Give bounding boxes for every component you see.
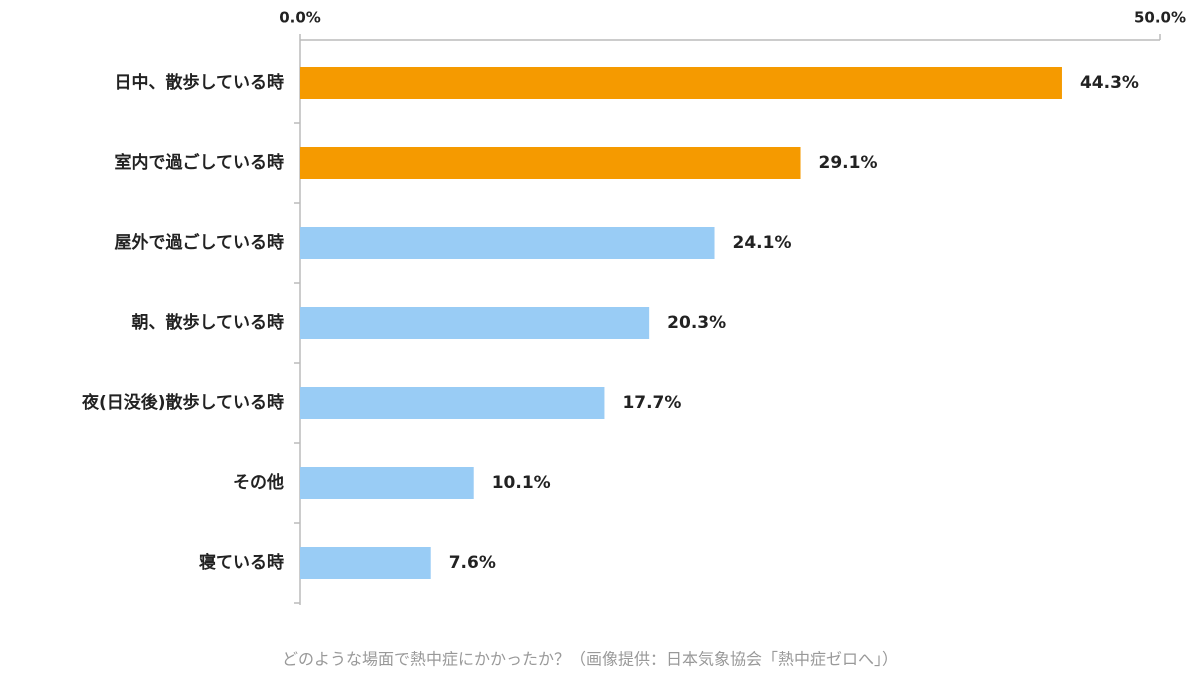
- value-label: 29.1%: [819, 153, 878, 173]
- x-tick-label: 0.0%: [279, 9, 321, 27]
- bar: [300, 307, 650, 339]
- bar: [300, 547, 431, 579]
- bar: [300, 227, 715, 259]
- y-tick-label: 寝ている時: [199, 552, 284, 573]
- bar: [300, 387, 605, 419]
- value-label: 24.1%: [733, 233, 792, 253]
- bar: [300, 67, 1062, 99]
- value-label: 20.3%: [667, 313, 726, 333]
- bar: [300, 467, 474, 499]
- y-tick-label: 朝、散歩している時: [132, 312, 285, 333]
- y-tick-label: その他: [233, 472, 284, 493]
- y-tick-label: 日中、散歩している時: [115, 72, 285, 93]
- value-label: 44.3%: [1080, 73, 1139, 93]
- y-tick-label: 屋外で過ごしている時: [115, 232, 285, 253]
- y-tick-label: 夜(日没後)散歩している時: [81, 392, 284, 413]
- value-label: 17.7%: [622, 393, 681, 413]
- x-tick-label: 50.0%: [1134, 9, 1186, 27]
- value-label: 7.6%: [449, 553, 496, 573]
- bar: [300, 147, 801, 179]
- value-label: 10.1%: [492, 473, 551, 493]
- caption: どのような場面で熱中症にかかったか？（画像提供：日本気象協会「熱中症ゼロへ」）: [282, 650, 898, 669]
- y-tick-label: 室内で過ごしている時: [115, 152, 285, 173]
